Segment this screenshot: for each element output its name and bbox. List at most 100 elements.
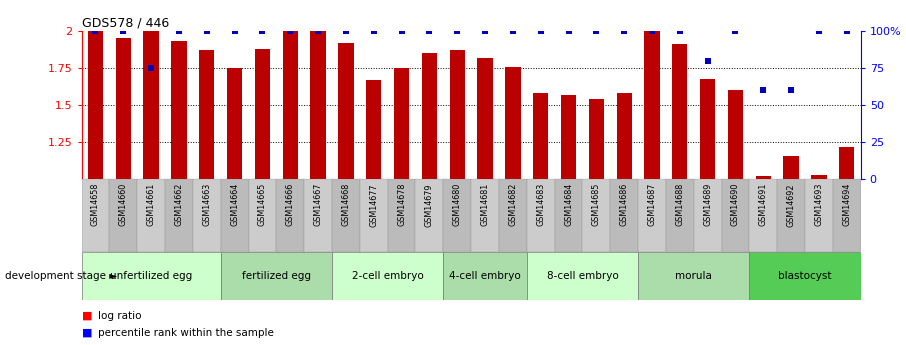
Bar [672,45,688,179]
Point [227,28,242,34]
Text: GSM14677: GSM14677 [370,183,378,227]
Bar [332,252,443,300]
Bar [366,80,381,179]
Bar [116,39,131,179]
Text: GSM14678: GSM14678 [397,183,406,226]
Point [617,28,631,34]
Text: GSM14689: GSM14689 [703,183,712,226]
Bar [221,179,248,252]
Text: GSM14684: GSM14684 [564,183,573,226]
Bar [554,179,583,252]
Bar [110,179,137,252]
Bar [449,50,465,179]
Point [589,28,603,34]
Text: fertilized egg: fertilized egg [242,271,311,281]
Bar [616,93,631,179]
Bar [421,53,437,179]
Bar [221,252,332,300]
Bar [338,43,353,179]
Text: GSM14685: GSM14685 [592,183,601,226]
Bar [833,179,861,252]
Bar [694,179,721,252]
Text: GDS578 / 446: GDS578 / 446 [82,17,169,30]
Bar [533,93,548,179]
Text: GSM14662: GSM14662 [175,183,183,226]
Point [506,28,520,34]
Text: GSM14682: GSM14682 [508,183,517,226]
Text: GSM14680: GSM14680 [453,183,462,226]
Text: GSM14665: GSM14665 [258,183,267,226]
Text: GSM14667: GSM14667 [313,183,323,226]
Bar [471,179,499,252]
Bar [721,179,749,252]
Point [339,28,353,34]
Text: blastocyst: blastocyst [778,271,832,281]
Point [812,28,826,34]
Point [477,28,492,34]
Text: log ratio: log ratio [98,311,141,321]
Point [171,28,187,34]
Text: 2-cell embryo: 2-cell embryo [352,271,423,281]
Text: percentile rank within the sample: percentile rank within the sample [98,328,274,338]
Point [728,28,743,34]
Text: ■: ■ [82,311,92,321]
Text: GSM14658: GSM14658 [91,183,100,226]
Bar [443,252,526,300]
Text: GSM14690: GSM14690 [731,183,740,226]
Bar [589,99,604,179]
Bar [700,79,716,179]
Text: morula: morula [675,271,712,281]
Text: GSM14668: GSM14668 [342,183,351,226]
Bar [304,179,332,252]
Text: 8-cell embryo: 8-cell embryo [546,271,618,281]
Point [116,28,130,34]
Text: GSM14692: GSM14692 [786,183,795,227]
Point [88,28,102,34]
Point [311,28,325,34]
Bar [226,68,242,179]
Text: GSM14681: GSM14681 [480,183,489,226]
Bar [88,31,103,179]
Bar [805,179,833,252]
Text: ■: ■ [82,328,92,338]
Bar [193,179,221,252]
Bar [526,252,638,300]
Point [672,28,687,34]
Bar [332,179,360,252]
Point [534,28,548,34]
Bar [477,58,493,179]
Bar [82,252,221,300]
Bar [82,179,110,252]
Bar [443,179,471,252]
Point [561,28,575,34]
Bar [143,31,159,179]
Bar [499,179,526,252]
Point [199,28,214,34]
Bar [749,179,777,252]
Bar [388,179,416,252]
Bar [777,179,805,252]
Point [255,28,270,34]
Bar [839,147,854,179]
Point [422,28,437,34]
Text: GSM14679: GSM14679 [425,183,434,227]
Bar [165,179,193,252]
Point [283,28,297,34]
Text: GSM14663: GSM14663 [202,183,211,226]
Bar [644,31,660,179]
Point [394,28,409,34]
Point [450,28,465,34]
Bar [394,68,410,179]
Bar [756,176,771,179]
Point [144,66,159,71]
Text: GSM14687: GSM14687 [648,183,657,226]
Bar [416,179,443,252]
Bar [248,179,276,252]
Bar [583,179,611,252]
Text: development stage ►: development stage ► [5,271,117,281]
Bar [506,67,521,179]
Text: 4-cell embryo: 4-cell embryo [449,271,521,281]
Text: GSM14691: GSM14691 [759,183,767,226]
Bar [638,179,666,252]
Bar [526,179,554,252]
